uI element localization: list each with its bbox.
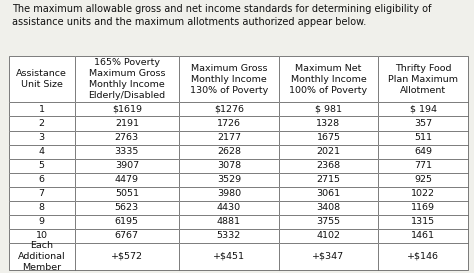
Text: 6195: 6195: [115, 217, 139, 226]
Text: 5332: 5332: [217, 232, 241, 241]
Text: 6767: 6767: [115, 232, 139, 241]
Text: +$451: +$451: [213, 252, 245, 261]
Text: 2368: 2368: [317, 161, 340, 170]
Text: 3078: 3078: [217, 161, 241, 170]
Text: 3529: 3529: [217, 175, 241, 184]
Text: +$572: +$572: [111, 252, 143, 261]
Text: 1328: 1328: [317, 119, 340, 128]
Text: 4479: 4479: [115, 175, 139, 184]
Text: Maximum Gross
Monthly Income
130% of Poverty: Maximum Gross Monthly Income 130% of Pov…: [190, 64, 268, 95]
Text: 925: 925: [414, 175, 432, 184]
Text: $ 981: $ 981: [315, 105, 342, 114]
Text: 10: 10: [36, 232, 47, 241]
Text: 1: 1: [38, 105, 45, 114]
Text: 649: 649: [414, 147, 432, 156]
Text: 3907: 3907: [115, 161, 139, 170]
Text: 2191: 2191: [115, 119, 139, 128]
Text: 2177: 2177: [217, 133, 241, 142]
Text: Maximum Net
Monthly Income
100% of Poverty: Maximum Net Monthly Income 100% of Pover…: [290, 64, 367, 95]
Text: 3335: 3335: [115, 147, 139, 156]
Text: 1726: 1726: [217, 119, 241, 128]
Text: 3408: 3408: [317, 203, 340, 212]
Text: 1675: 1675: [317, 133, 340, 142]
Text: 1461: 1461: [411, 232, 435, 241]
Text: 5623: 5623: [115, 203, 139, 212]
Text: +$146: +$146: [407, 252, 439, 261]
Text: 3061: 3061: [317, 189, 340, 198]
Text: 1022: 1022: [411, 189, 435, 198]
Text: 4881: 4881: [217, 217, 241, 226]
Text: The maximum allowable gross and net income standards for determining eligibility: The maximum allowable gross and net inco…: [12, 4, 431, 27]
Text: +$347: +$347: [312, 252, 345, 261]
Text: 1169: 1169: [411, 203, 435, 212]
Text: 2: 2: [38, 119, 45, 128]
Text: Thrifty Food
Plan Maximum
Allotment: Thrifty Food Plan Maximum Allotment: [388, 64, 458, 95]
Text: 771: 771: [414, 161, 432, 170]
Text: Each
Additional
Member: Each Additional Member: [18, 241, 65, 272]
Text: 165% Poverty
Maximum Gross
Monthly Income
Elderly/Disabled: 165% Poverty Maximum Gross Monthly Incom…: [88, 58, 165, 100]
Text: 3: 3: [38, 133, 45, 142]
Text: 2715: 2715: [317, 175, 340, 184]
Text: $ 194: $ 194: [410, 105, 437, 114]
Text: 1315: 1315: [411, 217, 435, 226]
Text: 9: 9: [38, 217, 45, 226]
Text: 4: 4: [38, 147, 45, 156]
Text: 3980: 3980: [217, 189, 241, 198]
Text: 2763: 2763: [115, 133, 139, 142]
Text: 2628: 2628: [217, 147, 241, 156]
Text: 6: 6: [38, 175, 45, 184]
Text: 357: 357: [414, 119, 432, 128]
Text: Assistance
Unit Size: Assistance Unit Size: [16, 69, 67, 89]
Text: 5: 5: [38, 161, 45, 170]
Text: 4430: 4430: [217, 203, 241, 212]
Text: $1276: $1276: [214, 105, 244, 114]
Text: 511: 511: [414, 133, 432, 142]
Text: 2021: 2021: [317, 147, 340, 156]
Text: 3755: 3755: [317, 217, 340, 226]
Text: $1619: $1619: [112, 105, 142, 114]
Text: 5051: 5051: [115, 189, 139, 198]
Text: 4102: 4102: [317, 232, 340, 241]
Text: 8: 8: [38, 203, 45, 212]
Text: 7: 7: [38, 189, 45, 198]
